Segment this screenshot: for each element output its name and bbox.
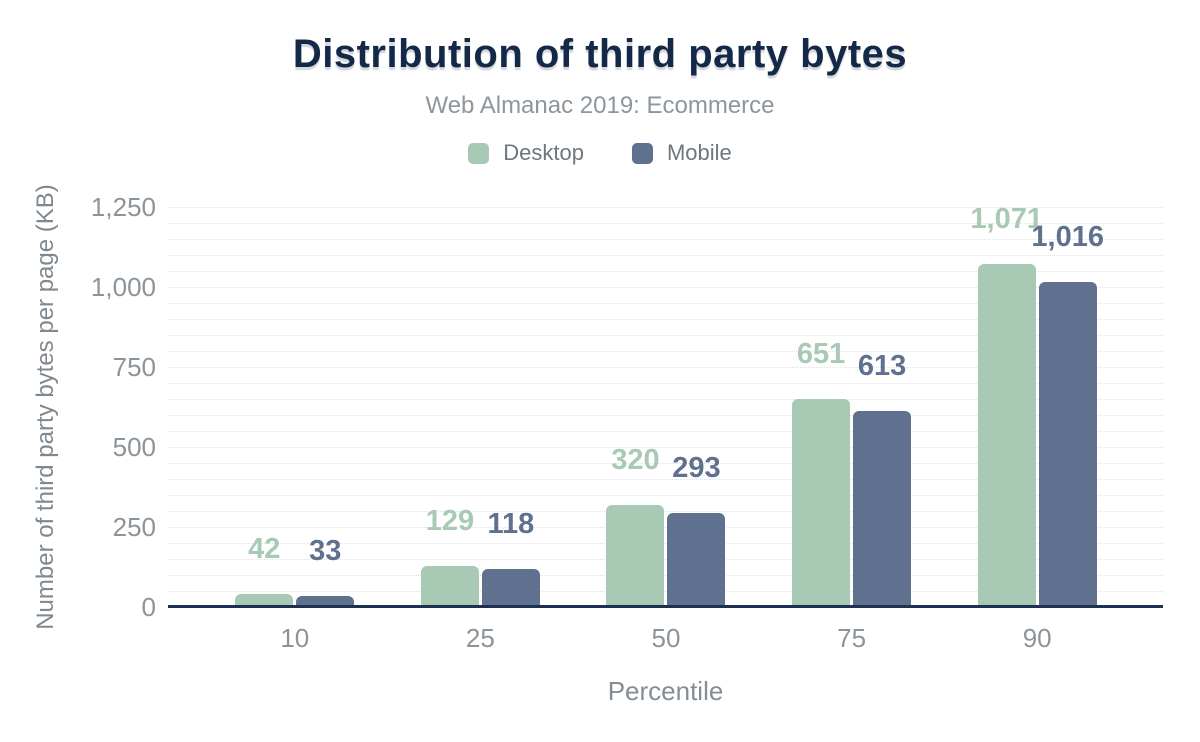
gridline-y-450: [168, 463, 1163, 464]
gridline-y-400: [168, 479, 1163, 480]
gridline-y-1050: [168, 271, 1163, 272]
gridline-y-600: [168, 415, 1163, 416]
bar-desktop-p50[interactable]: [606, 504, 665, 607]
legend-item-desktop[interactable]: Desktop: [468, 140, 584, 166]
x-tick-75: 75: [837, 623, 867, 653]
gridline-y-1000: [168, 287, 1163, 288]
y-tick-1250: 1,250: [90, 192, 156, 222]
value-label-mobile-p75: 613: [857, 349, 907, 382]
gridline-y-1200: [168, 223, 1163, 224]
x-axis-title: Percentile: [607, 676, 724, 706]
value-label-desktop-p25: 129: [425, 504, 475, 537]
y-tick-0: 0: [141, 592, 156, 622]
gridline-y-250: [168, 527, 1163, 528]
y-tick-500: 500: [112, 432, 156, 462]
x-tick-50: 50: [651, 623, 681, 653]
category-group-75: 651 613 75: [759, 207, 945, 653]
bar-desktop-p10[interactable]: [235, 593, 294, 607]
value-label-mobile-p25: 118: [487, 508, 535, 541]
gridline-y-650: [168, 399, 1163, 400]
category-group-10: 42 33 10: [202, 207, 388, 653]
chart-title: Distribution of third party bytes: [292, 32, 908, 76]
category-group-25: 129 118 25: [388, 207, 574, 653]
bar-mobile-p25[interactable]: [481, 569, 540, 607]
y-tick-1000: 1,000: [90, 272, 156, 302]
gridline-y-200: [168, 543, 1163, 544]
gridline-y-500: [168, 447, 1163, 448]
y-tick-250: 250: [112, 512, 156, 542]
bar-desktop-p75[interactable]: [792, 398, 851, 607]
value-label-mobile-p10: 33: [309, 535, 342, 568]
legend-label-mobile: Mobile: [666, 140, 732, 165]
value-label-mobile-p50: 293: [672, 452, 721, 485]
gridline-y-950: [168, 303, 1163, 304]
gridline-y-1150: [168, 239, 1163, 240]
y-axis-labels: 0 250 500 750 1,000 1,250: [0, 192, 156, 622]
gridline-y-750: [168, 367, 1163, 368]
legend-swatch-mobile: [631, 142, 653, 164]
gridline-y-550: [168, 431, 1163, 432]
gridline-y-50: [168, 591, 1163, 592]
chart-subtitle: Web Almanac 2019: Ecommerce: [425, 92, 775, 119]
legend-item-mobile[interactable]: Mobile: [631, 140, 732, 166]
y-tick-750: 750: [112, 352, 156, 382]
plot-area: 42 33 10 129 118 25 320 293 50 651 613 75 1,071 1,016…: [168, 203, 1163, 653]
gridline-y-1100: [168, 255, 1163, 256]
gridline-y-850: [168, 335, 1163, 336]
value-label-mobile-p90: 1,016: [1031, 220, 1104, 253]
value-label-desktop-p90: 1,071: [970, 203, 1043, 236]
gridline-y-800: [168, 351, 1163, 352]
x-axis-line: [168, 605, 1163, 608]
bar-mobile-p90[interactable]: [1038, 281, 1097, 607]
bar-mobile-p75[interactable]: [853, 410, 912, 607]
plot-bands: 42 33 10 129 118 25 320 293 50 651 613 75 1,071 1,016…: [202, 203, 1130, 653]
x-tick-90: 90: [1022, 623, 1052, 653]
category-group-50: 320 293 50: [573, 207, 759, 653]
legend-swatch-desktop: [468, 142, 490, 164]
legend-label-desktop: Desktop: [503, 140, 584, 165]
gridline-y-900: [168, 319, 1163, 320]
value-label-desktop-p50: 320: [611, 443, 660, 476]
bar-desktop-p90[interactable]: [977, 264, 1036, 607]
gridline-y-300: [168, 511, 1163, 512]
value-label-desktop-p75: 651: [796, 337, 846, 370]
gridline-y-350: [168, 495, 1163, 496]
bar-mobile-p10[interactable]: [296, 596, 355, 607]
value-label-desktop-p10: 42: [248, 532, 281, 565]
bar-desktop-p25[interactable]: [420, 565, 479, 607]
x-tick-25: 25: [465, 623, 495, 653]
gridline-y-150: [168, 559, 1163, 560]
category-group-90: 1,071 1,016 90: [944, 203, 1130, 653]
gridline-y-700: [168, 383, 1163, 384]
legend: Desktop Mobile: [0, 140, 1200, 166]
x-tick-10: 10: [280, 623, 310, 653]
bar-mobile-p50[interactable]: [667, 513, 726, 607]
gridline-y-100: [168, 575, 1163, 576]
gridline-y-1250: [168, 207, 1163, 208]
